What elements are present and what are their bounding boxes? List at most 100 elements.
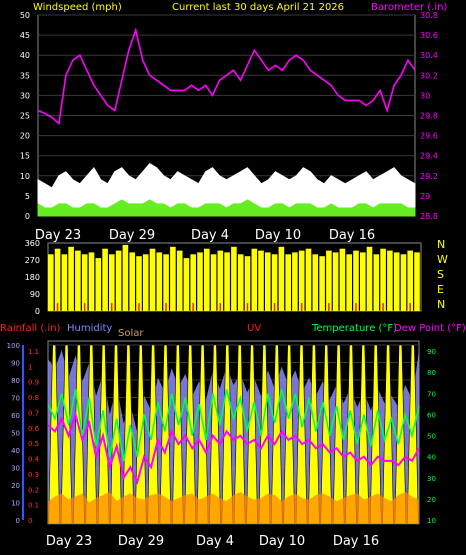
day-tick-label: Day 16 [329,228,375,243]
rainfall-tick-label: 0.9 [28,379,39,387]
barometer-tick-label: 29.8 [420,112,438,121]
rain-humidity-series [47,344,420,525]
barometer-tick-labels: 28.8 29 29.2 29.4 29.6 29.8 30 30.2 30.4 30.6 30.8 [420,11,438,221]
wind-direction-series [48,244,420,311]
compass-label: N [437,298,445,311]
wind-direction-bar [190,254,196,311]
day-tick-label: Day 4 [191,228,229,243]
barometer-line [37,27,416,126]
rainfall-tick-label: 0.7 [28,409,39,417]
windspeed-tick-label: 10 [20,172,30,181]
direction-degree-labels: 0 90 180 270 360 [25,239,40,316]
wind-direction-bar [61,254,68,311]
barometer-tick-label: 30 [420,91,430,100]
wind-direction-bar [136,256,142,311]
rainfall-legend: Rainfall (.in) [0,323,61,334]
temperature-tick-label: 30 [427,475,436,483]
barometer-tick-label: 30.8 [420,11,438,20]
wind-direction-bar [176,250,183,311]
wind-direction-tick [111,303,113,311]
temperature-line [47,389,420,462]
wind-direction-bar [339,248,346,311]
temperature-legend: Temperature (°F) [311,323,397,334]
humidity-legend: Humidity [67,323,112,334]
wind-direction-bar [400,254,407,311]
day-tick-label: Day 23 [46,534,92,549]
windspeed-tick-label: 20 [20,132,30,141]
wind-direction-bar [258,250,264,311]
windspeed-tick-label: 5 [25,192,30,201]
wind-direction-bar [366,246,373,311]
wind-direction-bar [102,248,108,311]
wind-direction-bar [326,250,332,311]
compass-label: W [437,253,448,266]
wind-direction-tick [83,303,86,311]
temperature-tick-label: 70 [427,390,436,398]
rainfall-tick-label: 1.1 [28,348,39,356]
lower-day-tick-labels: Day 23 Day 29 Day 4 Day 10 Day 16 [46,534,379,549]
wind-direction-bar [122,244,129,311]
day-tick-label: Day 29 [109,228,155,243]
rainfall-tick-label: 0.5 [28,440,39,448]
day-tick-label: Day 10 [259,534,305,549]
wind-direction-bar [115,250,122,311]
wind-direction-bar [346,254,352,311]
direction-degree-label: 360 [25,239,40,248]
wind-direction-tick [246,303,249,311]
wind-direction-bar [387,250,393,311]
wind-direction-bar [156,252,163,311]
day-tick-label: Day 4 [196,534,234,549]
temperature-tick-label: 40 [427,454,436,462]
windspeed-tick-label: 0 [25,212,30,221]
wind-direction-bar [142,254,149,311]
wind-direction-tick [138,303,140,311]
barometer-tick-label: 29.4 [420,152,438,161]
windspeed-tick-label: 25 [20,112,30,121]
wind-direction-bar [292,252,298,311]
uv-legend: UV [247,323,261,334]
wind-direction-bar [183,258,190,311]
temperature-tick-label: 90 [427,348,436,356]
wind-direction-tick [382,303,384,311]
dew-point-line [47,411,420,485]
wind-direction-bar [170,246,176,311]
barometer-axis-title: Barometer (.in) [371,2,447,13]
wind-direction-bar [109,254,115,311]
temperature-tick-label: 10 [427,517,436,525]
wind-direction-bar [251,248,258,311]
chart-title: Current last 30 days April 21 2026 [172,2,344,13]
wind-direction-tick [355,303,357,311]
wind-direction-bar [129,252,135,311]
temperature-tick-label: 60 [427,411,436,419]
wind-direction-tick [192,303,194,311]
humidity-tick-label: 70 [11,395,20,403]
rainfall-tick-label: 0.1 [28,502,39,510]
wind-direction-bar [149,248,156,311]
rainfall-tick-label: 0.8 [28,394,39,402]
rainfall-tick-labels: 0 0.1 0.2 0.3 0.4 0.5 0.6 0.7 0.8 0.9 1 1.1 [28,348,40,525]
compass-label: E [437,283,444,296]
wind-direction-bar [312,254,319,311]
rainfall-tick-label: 0.6 [28,425,40,433]
humidity-tick-label: 80 [11,377,20,385]
day-tick-label: Day 10 [255,228,301,243]
wind-barometer-series [37,27,416,217]
rainfall-tick-label: 0.4 [28,456,40,464]
humidity-tick-label: 10 [11,500,20,508]
temperature-tick-label: 80 [427,369,436,377]
humidity-tick-label: 40 [11,447,20,455]
direction-degree-label: 180 [25,273,40,282]
wind-direction-bar [285,254,291,311]
wind-direction-bar [68,246,74,311]
humidity-tick-label: 90 [11,360,20,368]
wind-direction-tick [328,303,330,311]
humidity-tick-label: 50 [11,430,20,438]
windspeed-tick-label: 40 [20,51,30,60]
wind-direction-bar [265,252,271,311]
wind-direction-bar [231,246,237,311]
barometer-tick-label: 29 [420,192,430,201]
rainfall-tick-label: 0 [28,517,32,525]
barometer-tick-label: 30.2 [420,71,438,80]
